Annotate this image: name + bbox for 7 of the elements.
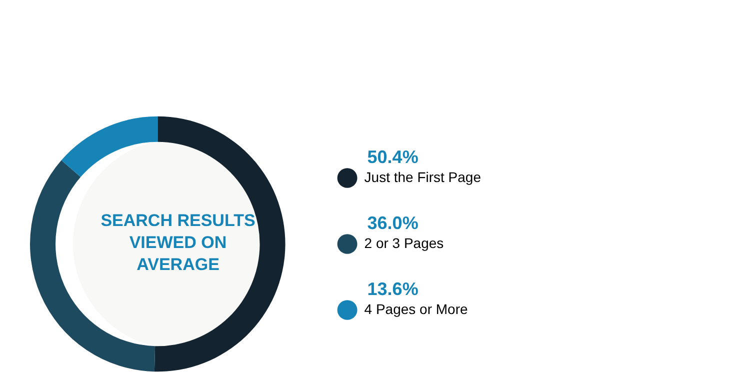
data-label: 50.4%	[367, 146, 418, 167]
data-label: 36.0%	[367, 212, 418, 233]
legend-label: 4 Pages or More	[364, 300, 468, 317]
data-label: 13.6%	[367, 278, 418, 299]
text: SEARCH RESULTS VIEWED ON AVERAGE	[100, 210, 256, 276]
legend-label: 2 or 3 Pages	[364, 234, 444, 251]
legend-label: Just the First Page	[364, 168, 482, 185]
